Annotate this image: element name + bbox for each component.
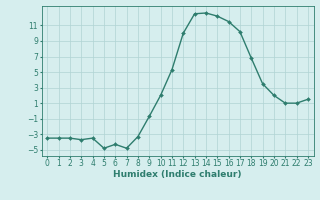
X-axis label: Humidex (Indice chaleur): Humidex (Indice chaleur) — [113, 170, 242, 179]
